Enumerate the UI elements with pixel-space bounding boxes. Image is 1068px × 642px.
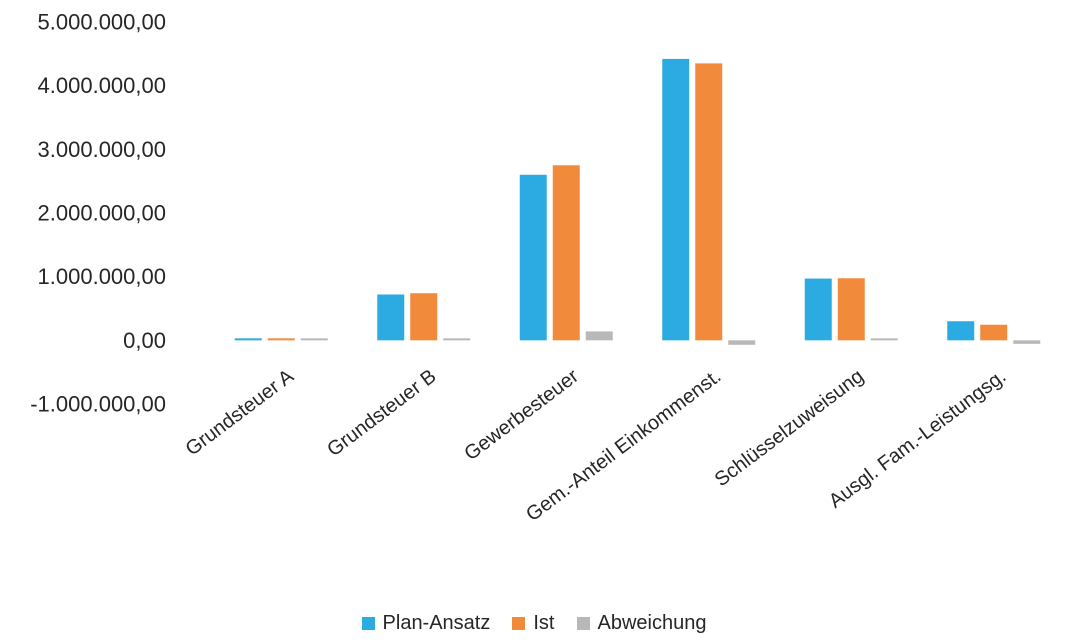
bar-abweichung-ausgl-fam-leistungsg: [1013, 340, 1041, 344]
bar-ist-grundsteuer-b: [410, 293, 438, 341]
bar-ist-grundsteuer-a: [267, 338, 295, 341]
bar-ist-ausgl-fam-leistungsg: [980, 324, 1008, 341]
legend-item-ist: Ist: [512, 612, 555, 635]
y-tick-label: -1.000.000,00: [30, 392, 166, 417]
y-tick-label: 4.000.000,00: [38, 73, 166, 98]
x-category-label: Gewerbesteuer: [460, 365, 583, 465]
bar-abweichung-gewerbesteuer: [585, 331, 613, 341]
bar-abweichung-gem-anteil-einkommenst: [728, 340, 756, 345]
y-tick-label: 1.000.000,00: [38, 264, 166, 289]
bar-plan-ansatz-grundsteuer-b: [377, 294, 405, 341]
legend-swatch-plan-ansatz: [361, 617, 375, 630]
bar-plan-ansatz-grundsteuer-a: [234, 338, 262, 341]
x-category-label: Grundsteuer B: [323, 365, 440, 461]
bar-abweichung-schlüsselzuweisung: [870, 338, 898, 341]
legend-swatch-ist: [512, 617, 526, 630]
bar-ist-gem-anteil-einkommenst: [695, 63, 723, 341]
bar-plan-ansatz-gem-anteil-einkommenst: [662, 58, 690, 341]
bar-ist-schlüsselzuweisung: [837, 278, 865, 341]
y-tick-label: 2.000.000,00: [38, 201, 166, 226]
bar-abweichung-grundsteuer-a: [300, 338, 328, 341]
x-category-label: Grundsteuer A: [182, 365, 299, 461]
bar-plan-ansatz-ausgl-fam-leistungsg: [947, 321, 975, 341]
legend-item-plan-ansatz: Plan-Ansatz: [361, 612, 491, 635]
y-tick-label: 0,00: [123, 328, 166, 353]
x-category-label: Schlüsselzuweisung: [711, 365, 868, 491]
y-axis-tick-labels: -1.000.000,00 0,00 1.000.000,00 2.000.000,0…: [30, 10, 166, 417]
bar-ist-gewerbesteuer: [552, 165, 580, 341]
y-tick-label: 3.000.000,00: [38, 137, 166, 162]
legend: Plan-Ansatz Ist Abweichung: [0, 612, 1068, 635]
legend-label-abweichung: Abweichung: [597, 612, 707, 634]
bar-plan-ansatz-schlüsselzuweisung: [804, 278, 832, 341]
bar-abweichung-grundsteuer-b: [443, 338, 471, 341]
legend-label-plan-ansatz: Plan-Ansatz: [382, 612, 491, 634]
legend-swatch-abweichung: [576, 617, 590, 630]
bars: [234, 58, 1041, 345]
legend-label-ist: Ist: [533, 612, 555, 634]
y-tick-label: 5.000.000,00: [38, 10, 166, 35]
bar-plan-ansatz-gewerbesteuer: [519, 174, 547, 341]
x-axis-category-labels: Grundsteuer A Grundsteuer B GewerbesteuerG…: [182, 365, 1011, 526]
legend-item-abweichung: Abweichung: [576, 612, 707, 635]
